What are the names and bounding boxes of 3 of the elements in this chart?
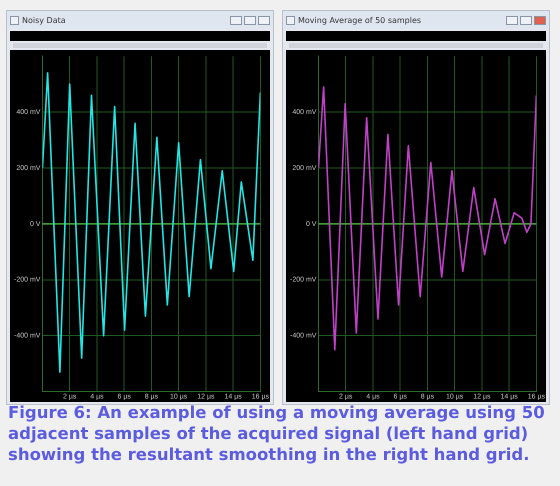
- chart-title: Moving Average of 50 samples: [298, 16, 422, 24]
- caption: Figure 6: An example of using a moving average using 50 adjacent samples of the acquired signal (left hand grid) showing the resultant smoothing in the right hand grid.: [8, 402, 546, 465]
- chart-title: Noisy Data: [22, 16, 67, 24]
